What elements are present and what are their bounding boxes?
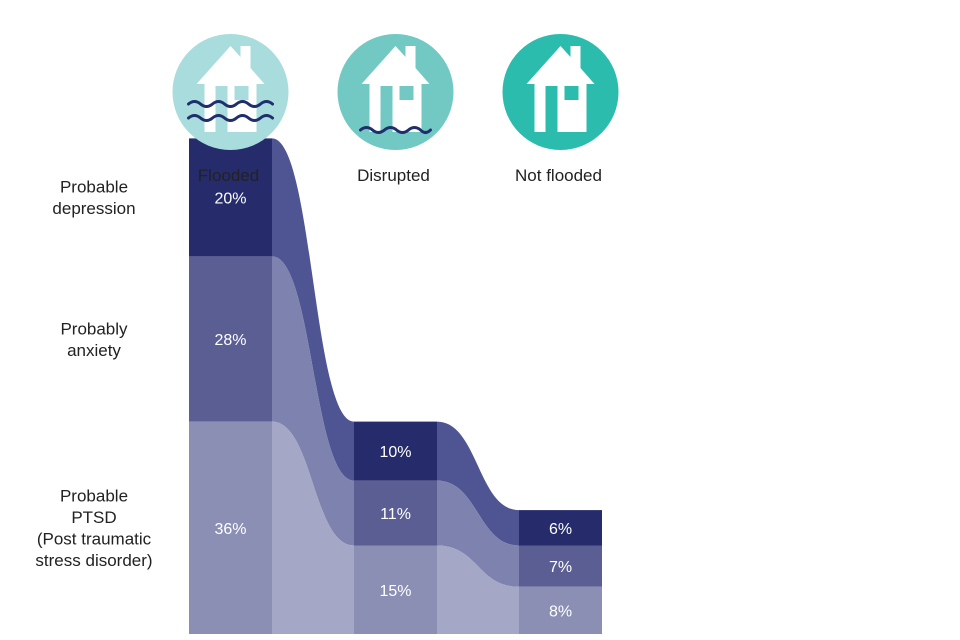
- series-label-probable-depression: Probable depression: [52, 178, 135, 219]
- bar-probably-anxiety-flooded: [189, 256, 272, 422]
- disrupted-house-icon: [337, 34, 454, 150]
- bar-probable-ptsd-post-traumatic-stress-disorder-not-flooded: [519, 586, 602, 634]
- value-label-probable-ptsd-post-traumatic-stress-disorder-disrupted: 15%: [379, 583, 411, 600]
- bar-probable-ptsd-post-traumatic-stress-disorder-flooded: [189, 421, 272, 634]
- connector-probably-anxiety-disrupted: [437, 480, 519, 587]
- value-label-probably-anxiety-disrupted: 11%: [380, 506, 411, 523]
- value-label-probable-depression-flooded: 20%: [214, 190, 246, 207]
- bar-probable-depression-not-flooded: [519, 510, 602, 546]
- series-label-probable-ptsd-post-traumatic-stress-disorder: Probable PTSD (Post traumatic stress disord…: [35, 487, 152, 571]
- connector-probably-anxiety-flooded: [272, 256, 354, 546]
- value-label-probable-depression-disrupted: 10%: [379, 444, 411, 461]
- category-label-disrupted: Disrupted: [357, 166, 430, 185]
- not-flooded-house-icon: [502, 34, 619, 150]
- connector-probable-depression-flooded: [272, 138, 354, 481]
- flooded-house-icon: [172, 34, 289, 150]
- connector-probable-ptsd-post-traumatic-stress-disorder-disrupted: [437, 545, 519, 634]
- value-label-probable-ptsd-post-traumatic-stress-disorder-flooded: 36%: [214, 521, 246, 538]
- value-label-probable-depression-not-flooded: 6%: [549, 521, 572, 538]
- bar-probable-depression-flooded: [189, 138, 272, 257]
- value-label-probably-anxiety-not-flooded: 7%: [549, 559, 572, 576]
- bar-probable-ptsd-post-traumatic-stress-disorder-disrupted: [354, 545, 437, 634]
- value-label-probably-anxiety-flooded: 28%: [214, 332, 246, 349]
- category-label-not-flooded: Not flooded: [515, 166, 602, 185]
- connector-probable-ptsd-post-traumatic-stress-disorder-flooded: [272, 421, 354, 634]
- bar-probably-anxiety-disrupted: [354, 480, 437, 546]
- category-label-flooded: Flooded: [198, 166, 259, 185]
- connector-probable-depression-disrupted: [437, 421, 519, 546]
- bar-probable-depression-disrupted: [354, 421, 437, 481]
- series-label-probably-anxiety: Probably anxiety: [60, 319, 128, 360]
- bar-probably-anxiety-not-flooded: [519, 545, 602, 587]
- value-label-probable-ptsd-post-traumatic-stress-disorder-not-flooded: 8%: [549, 603, 572, 620]
